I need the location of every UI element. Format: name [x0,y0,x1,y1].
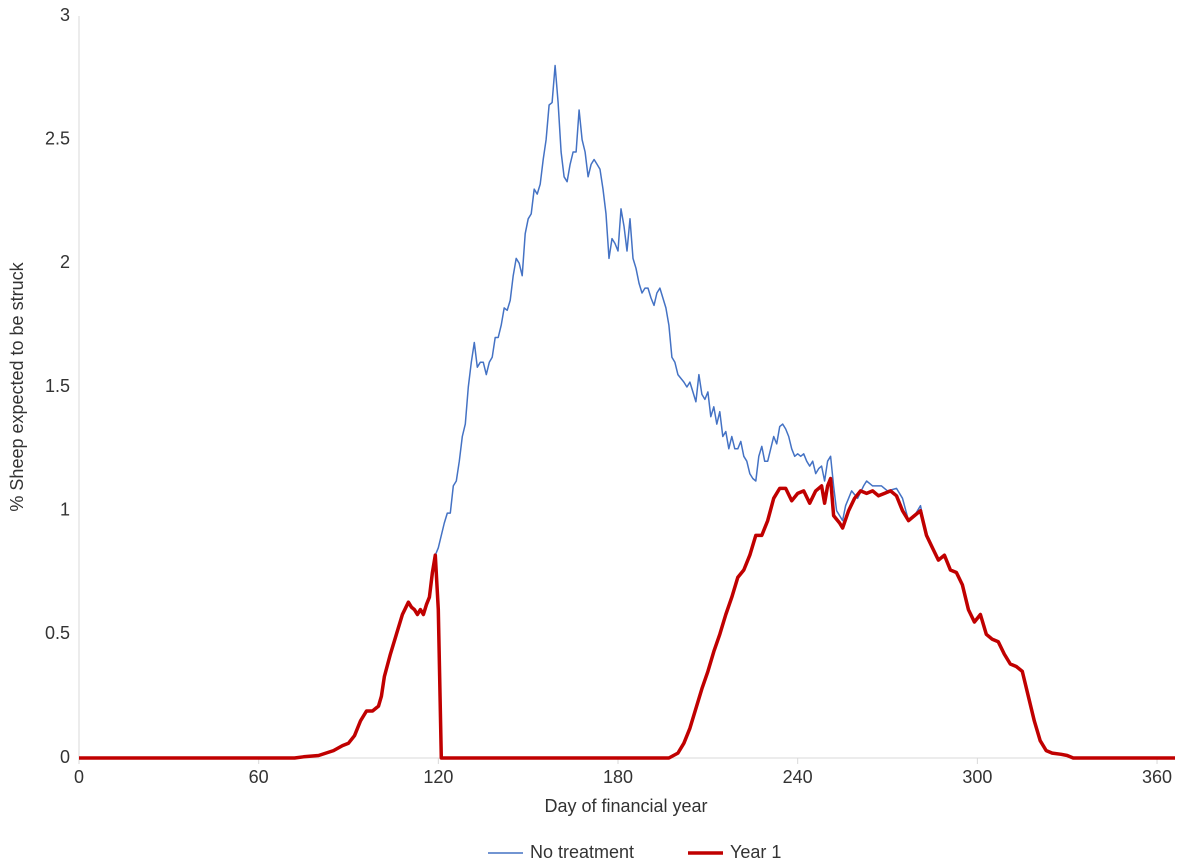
y-tick-label: 2 [60,252,70,272]
y-axis-title: % Sheep expected to be struck [7,261,27,511]
x-tick-label: 300 [962,767,992,787]
y-tick-label: 3 [60,5,70,25]
x-tick-label: 180 [603,767,633,787]
x-tick-label: 120 [423,767,453,787]
y-tick-label: 1 [60,499,70,519]
y-tick-label: 0 [60,747,70,767]
y-tick-label: 2.5 [45,128,70,148]
x-axis-title: Day of financial year [544,796,707,816]
line-series [79,476,1175,760]
y-tick-label: 0.5 [45,623,70,643]
x-tick-label: 60 [249,767,269,787]
x-tick-label: 360 [1142,767,1172,787]
y-tick-label: 1.5 [45,376,70,396]
x-tick-label: 240 [783,767,813,787]
x-tick-label: 0 [74,767,84,787]
legend-label: No treatment [530,842,634,862]
legend-label: Year 1 [730,842,781,862]
line-series [79,64,1175,759]
